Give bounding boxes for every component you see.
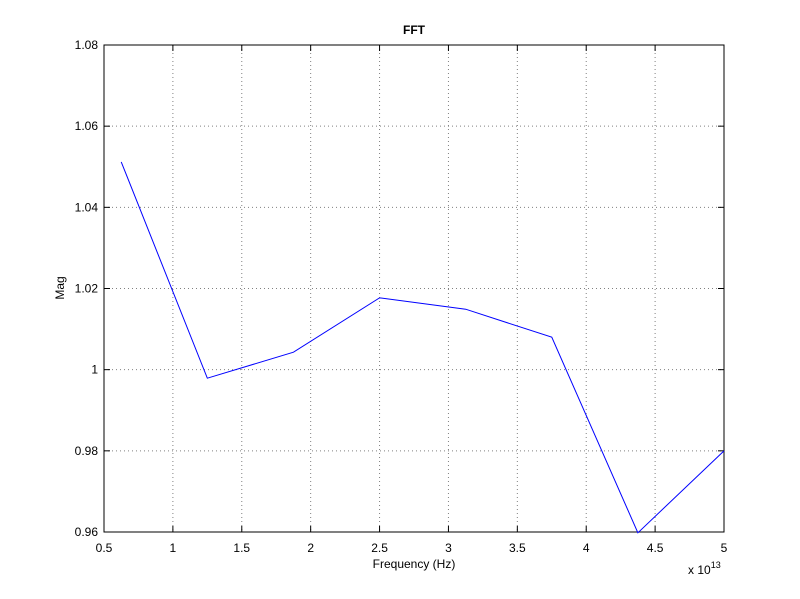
x-tick-label: 2 — [307, 541, 314, 555]
chart-title: FFT — [403, 23, 426, 37]
x-tick-label: 3.5 — [509, 541, 526, 555]
x-tick-label: 3 — [445, 541, 452, 555]
x-tick-label: 4 — [583, 541, 590, 555]
y-tick-label: 1 — [91, 363, 98, 377]
data-line — [120, 161, 725, 534]
y-tick-label: 1.06 — [75, 119, 99, 133]
x-multiplier-base: x 10 — [688, 563, 711, 577]
x-tick-label: 1 — [170, 541, 177, 555]
axes-box — [103, 44, 725, 533]
y-tick-label: 0.96 — [75, 525, 99, 539]
x-multiplier: x 1013 — [688, 560, 721, 577]
x-tick-label: 0.5 — [96, 541, 113, 555]
x-multiplier-exponent: 13 — [711, 560, 721, 570]
y-axis-label: Mag — [53, 276, 67, 299]
y-tick-label: 1.08 — [75, 38, 99, 52]
y-tick-label: 1.02 — [75, 282, 99, 296]
x-tick-label: 4.5 — [647, 541, 664, 555]
y-tick-label: 0.98 — [75, 444, 99, 458]
y-tick-label: 1.04 — [75, 200, 99, 214]
x-axis-label: Frequency (Hz) — [373, 557, 456, 571]
x-tick-label: 1.5 — [233, 541, 250, 555]
x-tick-label: 5 — [721, 541, 728, 555]
x-tick-label: 2.5 — [371, 541, 388, 555]
